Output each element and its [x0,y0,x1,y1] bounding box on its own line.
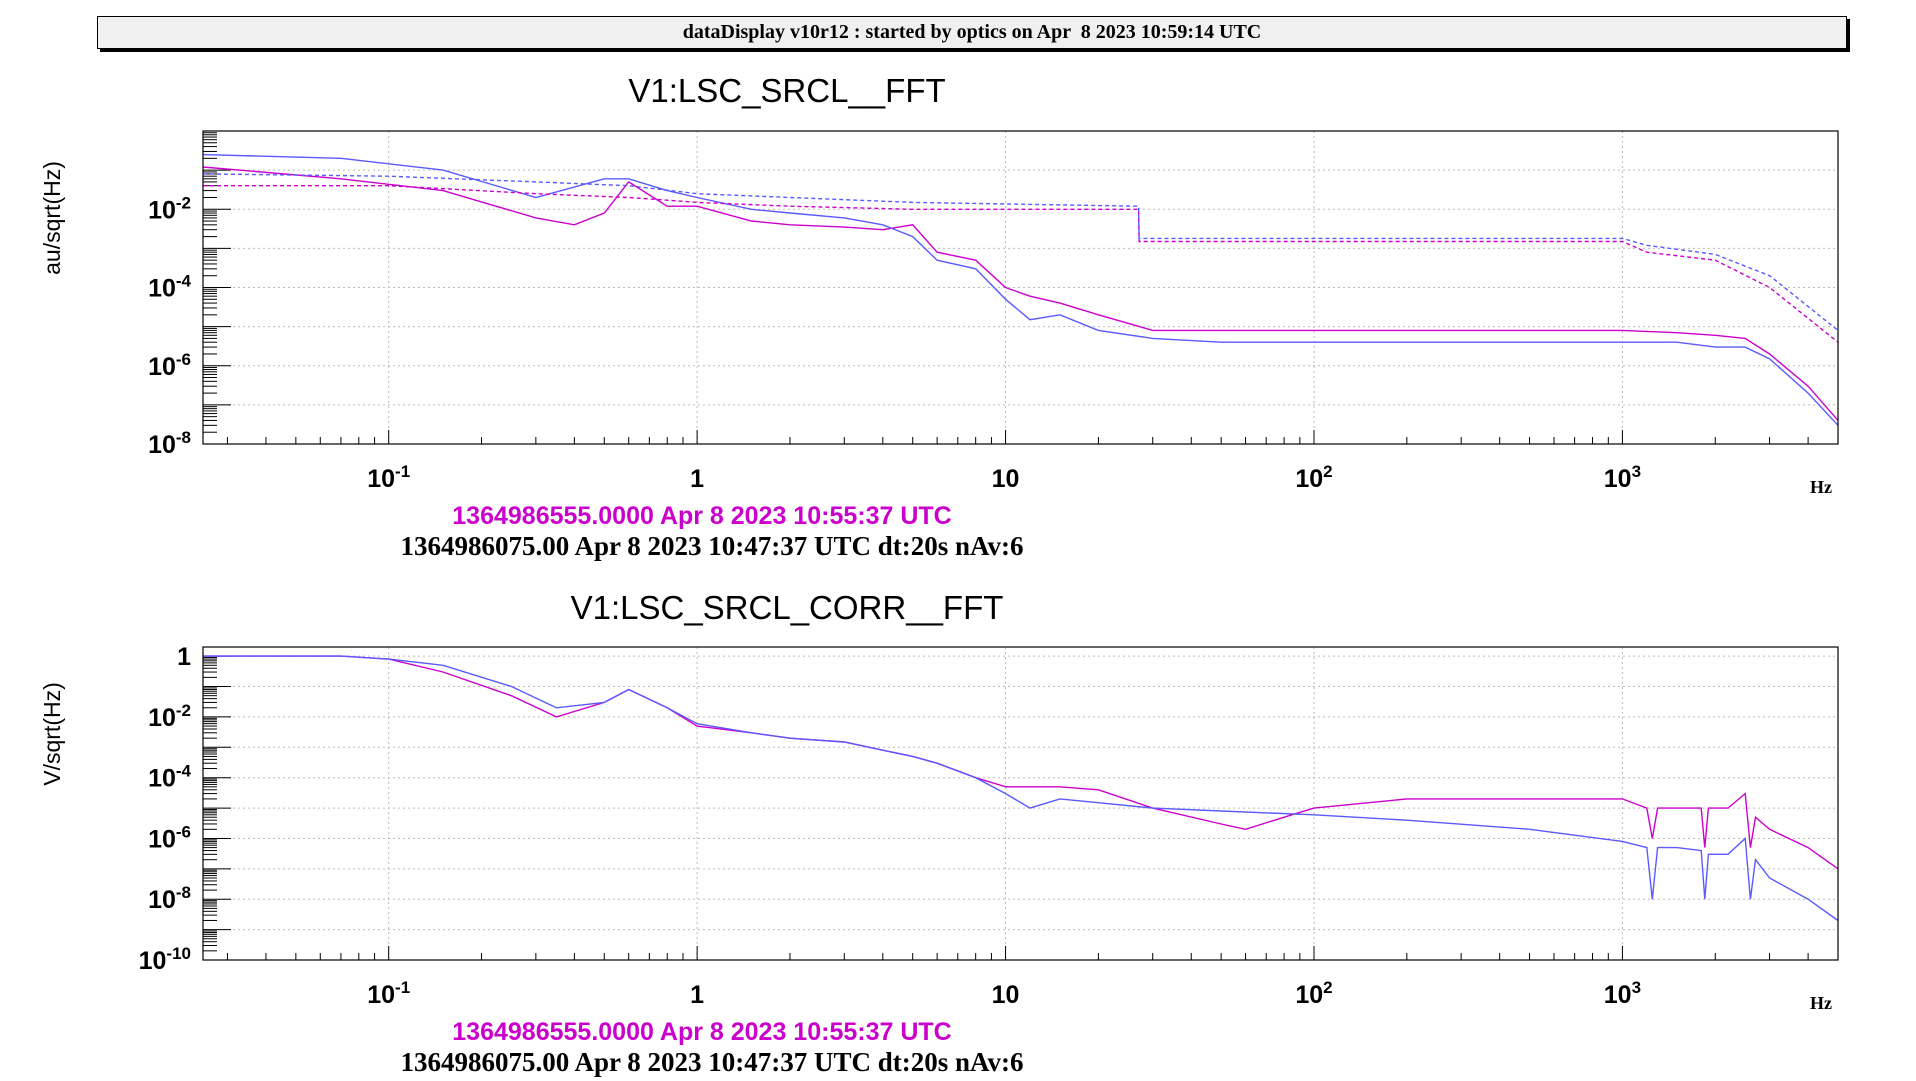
x-tick-label: 102 [1295,462,1332,493]
panel-2-legend-black: 1364986075.00 Apr 8 2023 10:47:37 UTC dt… [400,1047,1023,1077]
panel-1: V1:LSC_SRCL__FFT au/sqrt(Hz) 10-1 1 10 102 1… [39,72,1839,561]
series-line-blue-dashed [202,173,1839,331]
y-tick-label: 10-4 [148,272,191,303]
panel-1-title: V1:LSC_SRCL__FFT [628,72,945,109]
x-tick-label: 1 [690,465,704,493]
panel-1-xlabel: Hz [1810,477,1832,497]
panel-1-ylabel: au/sqrt(Hz) [39,161,65,275]
y-tick-label: 10-2 [148,701,191,732]
x-tick-label: 1 [690,981,704,1009]
x-tick-label: 103 [1604,462,1641,493]
plot-frame [202,130,1839,445]
y-tick-label: 10-2 [148,193,191,224]
series-line-blue-solid [202,153,1839,426]
panel-2-plot-area: 10-1 1 10 102 103 1 10-2 10-4 10-6 10-8 10-10 [139,643,1839,1009]
y-tick-label: 10-10 [139,944,191,975]
panel-2-ylabel: V/sqrt(Hz) [39,682,65,786]
plot-frame [202,646,1839,961]
series-line-magenta-dashed [203,185,1839,343]
x-tick-label: 102 [1295,978,1332,1009]
panel-2-legend-magenta: 1364986555.0000 Apr 8 2023 10:55:37 UTC [452,1018,951,1046]
x-tick-label: 10-1 [367,978,410,1009]
title-bar: dataDisplay v10r12 : started by optics o… [97,16,1847,49]
panel-2-xlabel: Hz [1810,993,1832,1013]
y-tick-label: 10-8 [148,428,191,459]
panel-2-title: V1:LSC_SRCL_CORR__FFT [571,589,1004,626]
y-tick-label: 10-6 [148,822,191,853]
y-tick-label: 10-8 [148,883,191,914]
y-tick-label: 10-4 [148,762,191,793]
x-tick-label: 10-1 [367,462,410,493]
x-tick-label: 103 [1604,978,1641,1009]
panel-1-legend-magenta: 1364986555.0000 Apr 8 2023 10:55:37 UTC [452,502,951,530]
y-tick-label: 1 [177,643,191,671]
series-line-blue-solid [203,655,1839,922]
series-line-magenta-solid [202,166,1839,421]
y-tick-label: 10-6 [148,350,191,381]
plot-background [203,647,1838,960]
panel-1-plot-area: 10-1 1 10 102 103 10-2 10-4 10-6 10-8 [148,130,1839,493]
panel-2: V1:LSC_SRCL_CORR__FFT V/sqrt(Hz) 10-1 1 10… [39,589,1839,1077]
panel-1-legend-black: 1364986075.00 Apr 8 2023 10:47:37 UTC dt… [400,531,1023,561]
x-tick-label: 10 [992,981,1020,1009]
x-tick-label: 10 [992,465,1020,493]
plot-background [203,131,1838,444]
window-title: dataDisplay v10r12 : started by optics o… [682,21,1262,43]
